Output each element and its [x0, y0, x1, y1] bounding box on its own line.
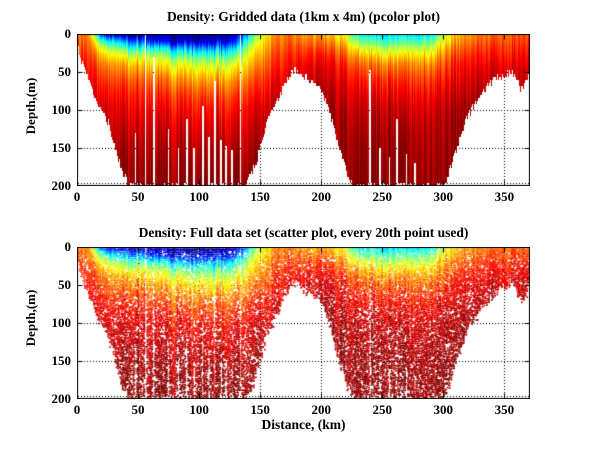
x-tick-label: 200	[311, 189, 331, 204]
x-tick-label: 300	[433, 189, 454, 204]
y-tick-label: 100	[51, 315, 72, 330]
y-tick-label: 100	[51, 102, 72, 117]
x-tick-label: 150	[250, 189, 270, 204]
y-tick-label: 50	[58, 277, 71, 292]
y-tick-label: 150	[51, 140, 72, 155]
x-tick-label: 150	[250, 402, 270, 417]
x-tick-label: 300	[433, 402, 454, 417]
x-tick-label: 100	[189, 189, 209, 204]
x-tick-label: 50	[131, 189, 145, 204]
x-axis-label: Distance, (km)	[261, 417, 346, 432]
x-tick-label: 200	[311, 402, 331, 417]
x-tick-label: 250	[372, 189, 393, 204]
x-tick-label: 0	[73, 189, 81, 204]
pcolor-plot-canvas	[77, 34, 530, 186]
y-tick-label: 50	[58, 64, 71, 79]
y-tick-label: 200	[51, 391, 72, 406]
bottom-plot-title: Density: Full data set (scatter plot, ev…	[138, 225, 469, 240]
x-tick-label: 50	[131, 402, 145, 417]
x-tick-label: 350	[494, 189, 515, 204]
y-tick-label: 0	[64, 239, 72, 254]
x-tick-label: 0	[73, 402, 81, 417]
y-tick-label: 200	[51, 178, 72, 193]
y-tick-label: 0	[64, 26, 72, 41]
x-tick-label: 100	[189, 402, 209, 417]
x-tick-label: 250	[372, 402, 393, 417]
scatter-plot-canvas	[77, 247, 530, 399]
top-plot-title: Density: Gridded data (1km x 4m) (pcolor…	[166, 9, 441, 24]
y-tick-label: 150	[51, 353, 72, 368]
x-tick-label: 350	[494, 402, 515, 417]
